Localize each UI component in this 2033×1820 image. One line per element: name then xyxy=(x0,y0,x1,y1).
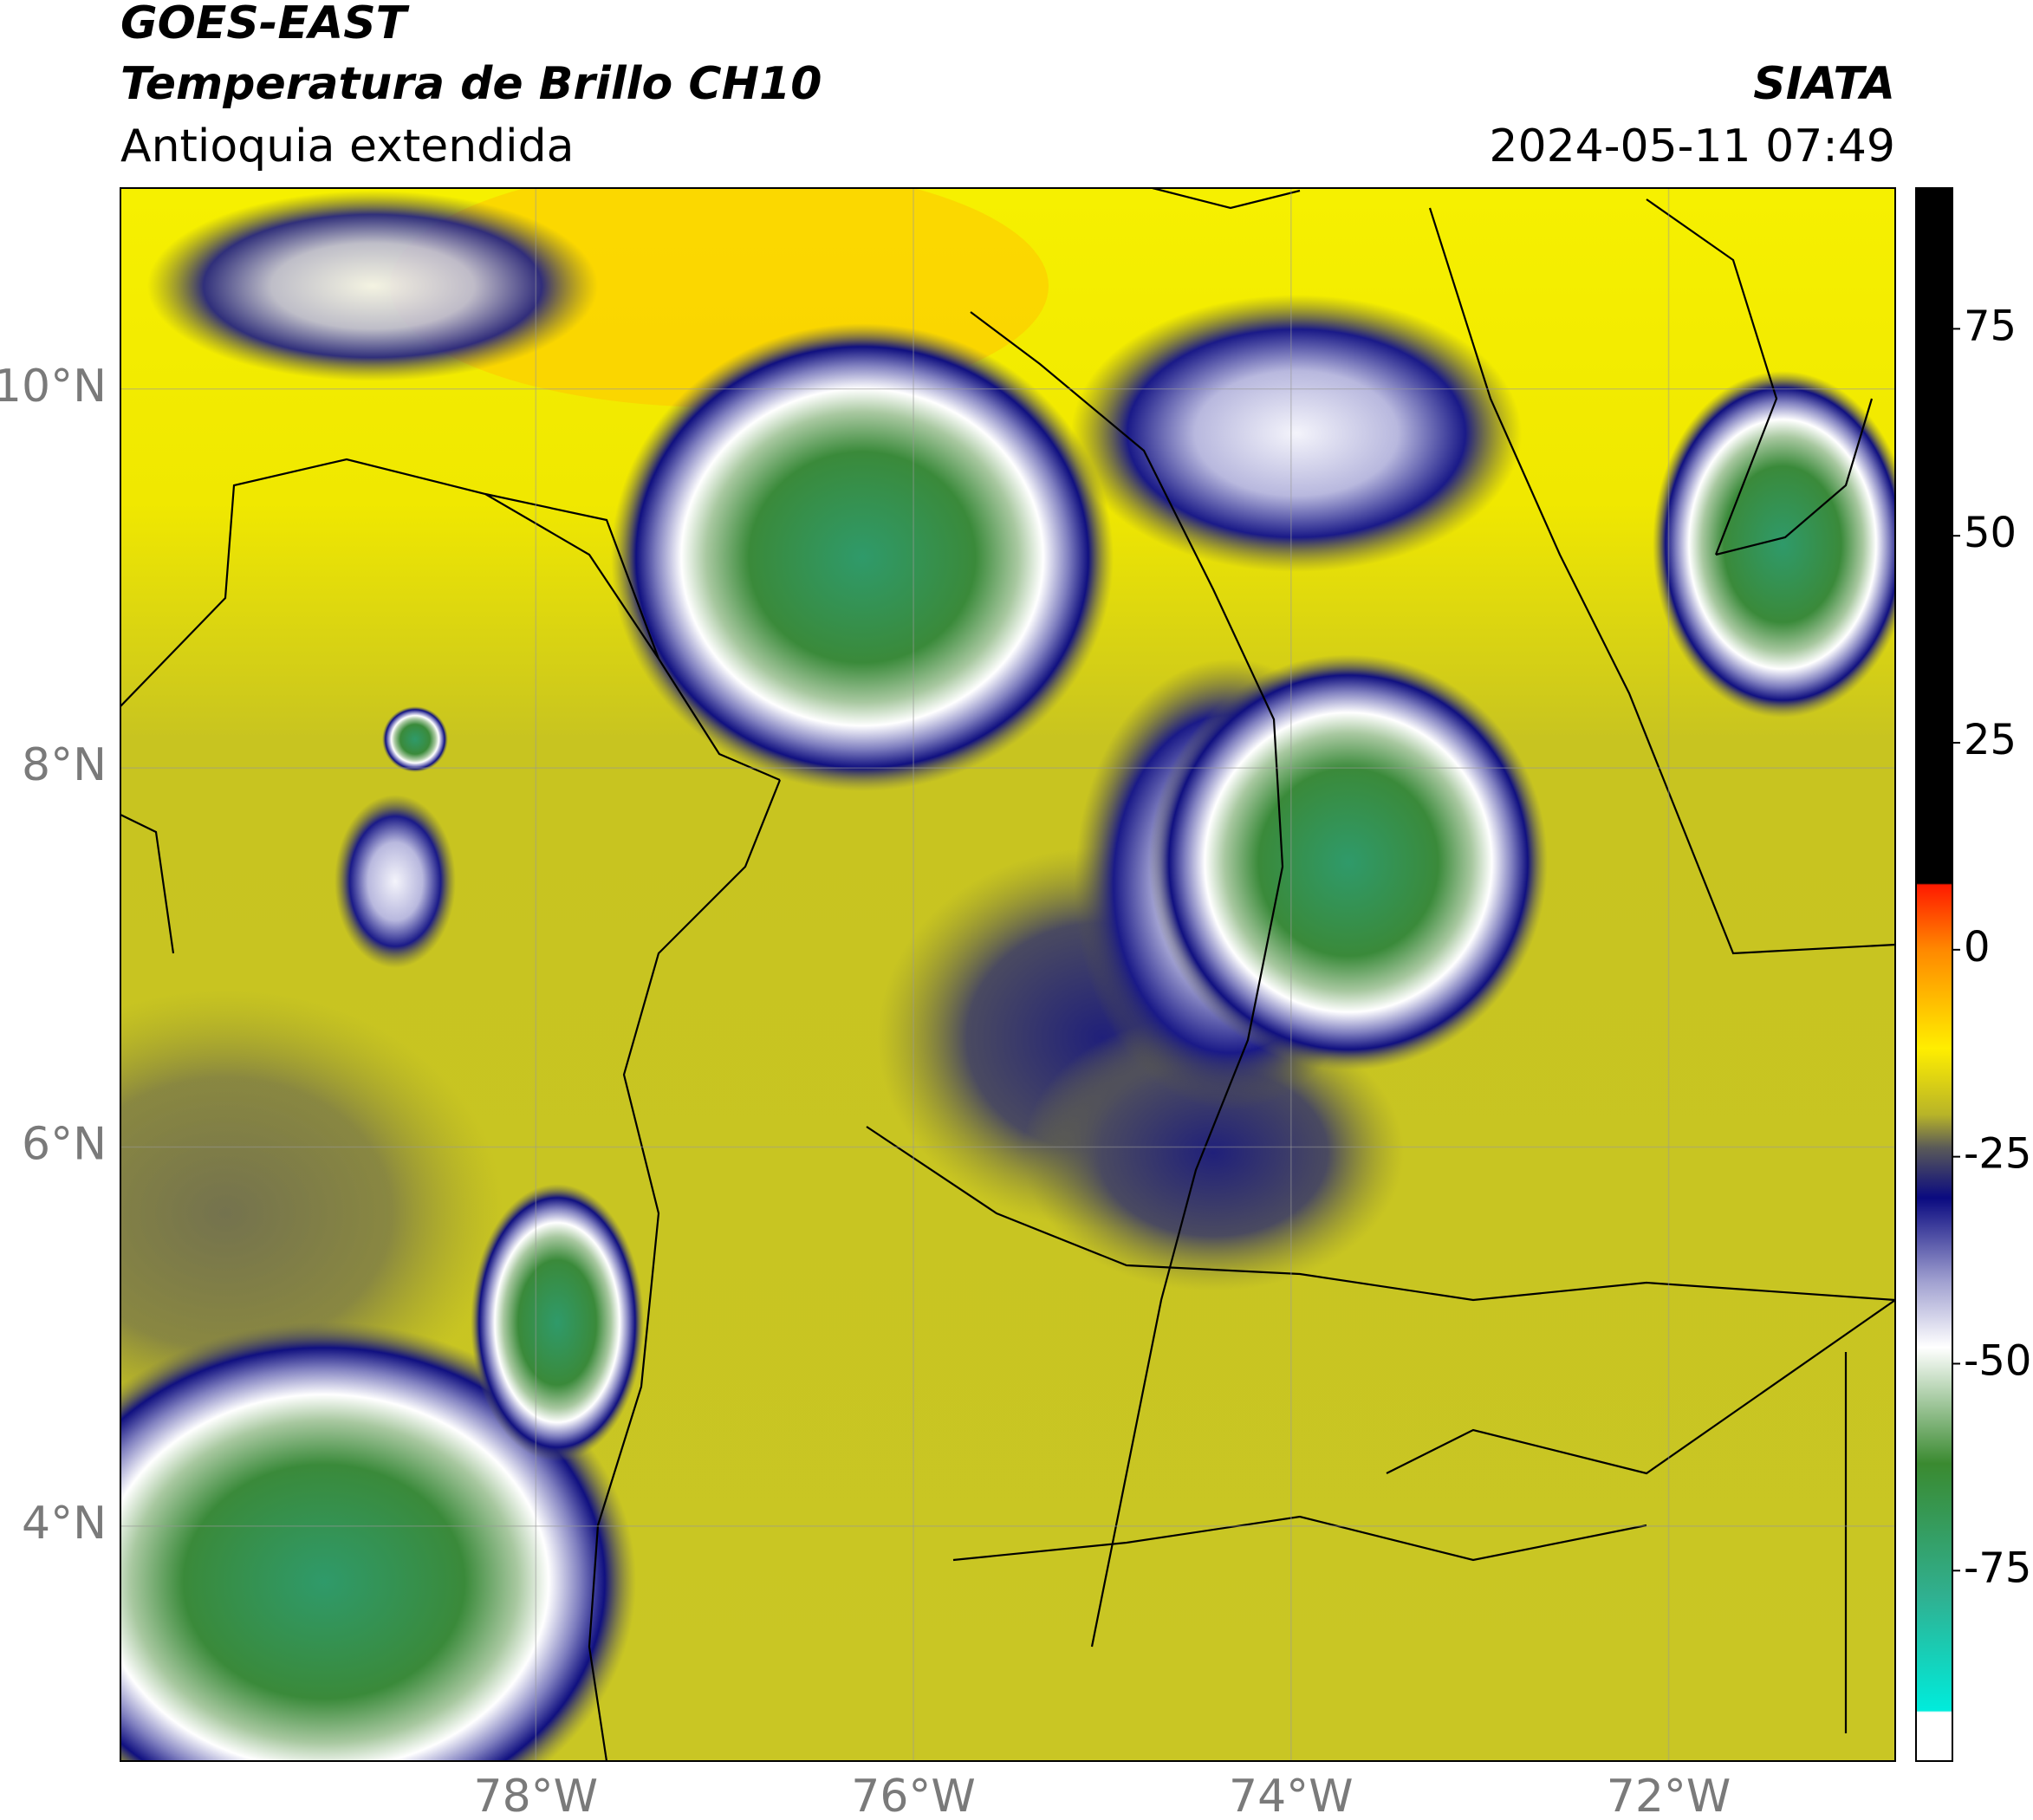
lon-tick-label: 74°W xyxy=(1229,1771,1354,1820)
source-label: SIATA xyxy=(1753,58,1895,110)
storm-cloud xyxy=(611,323,1114,791)
colorbar-tick-label: 50 xyxy=(1964,509,2017,557)
border-line xyxy=(120,207,1895,1648)
colorbar-tick-label: 25 xyxy=(1964,716,2017,764)
cloud-band xyxy=(120,988,503,1439)
storm-cloud xyxy=(1653,371,1895,718)
lat-tick-label: 10°N xyxy=(0,361,107,413)
colorbar-tick-label: -75 xyxy=(1964,1544,2031,1592)
colorbar-tick-label: -25 xyxy=(1964,1130,2031,1179)
department-border xyxy=(866,188,1895,1733)
storm-cloud xyxy=(1149,654,1548,1070)
satellite-title: GOES-EAST xyxy=(120,0,410,49)
cloud-band xyxy=(1023,1014,1404,1291)
cloud xyxy=(1071,295,1522,572)
lon-tick-label: 78°W xyxy=(474,1771,599,1820)
storm-cloud xyxy=(382,706,448,772)
cloud xyxy=(147,191,598,381)
cloud xyxy=(335,795,456,968)
satellite-image xyxy=(120,188,1895,1761)
colorbar-tick-label: 0 xyxy=(1964,923,1991,972)
colorbar-tick-label: -50 xyxy=(1964,1336,2031,1385)
coastline xyxy=(120,458,782,1761)
lon-tick-label: 72°W xyxy=(1607,1771,1731,1820)
lat-tick-label: 6°N xyxy=(22,1118,107,1170)
timestamp: 2024-05-11 07:49 xyxy=(1489,120,1895,172)
storm-cloud xyxy=(471,1184,644,1461)
gridlines xyxy=(120,188,1895,1761)
colorbar xyxy=(1915,187,1953,1762)
lat-tick-label: 4°N xyxy=(22,1498,107,1550)
colorbar-tick-label: 75 xyxy=(1964,302,2017,350)
region-title: Antioquia extendida xyxy=(120,120,575,172)
lon-tick-label: 76°W xyxy=(851,1771,976,1820)
map-frame xyxy=(120,187,1896,1762)
product-title: Temperatura de Brillo CH10 xyxy=(120,58,822,110)
lat-tick-label: 8°N xyxy=(22,739,107,791)
